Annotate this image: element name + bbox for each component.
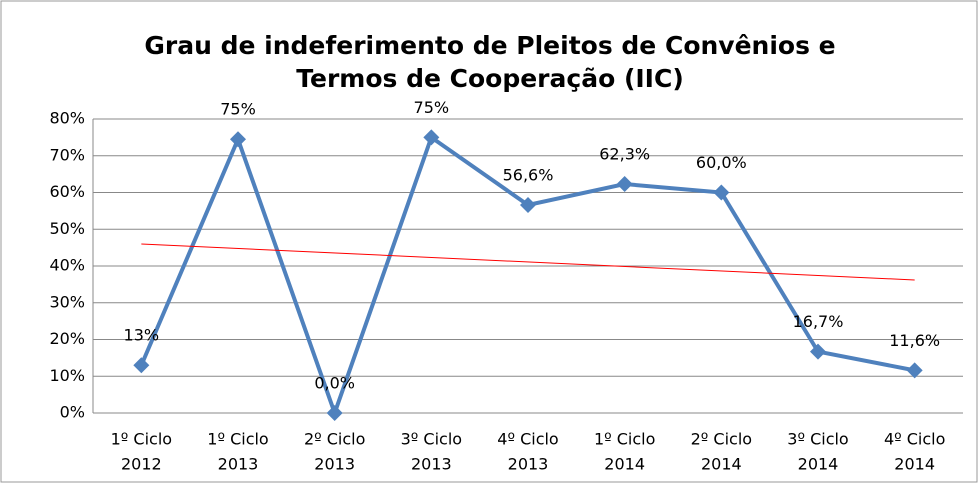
data-label: 62,3%: [599, 145, 650, 164]
data-label: 16,7%: [793, 312, 844, 331]
x-tick-label: 2014: [894, 455, 935, 474]
y-tick-label: 20%: [49, 329, 85, 348]
data-label: 60,0%: [696, 153, 747, 172]
data-label: 11,6%: [889, 331, 940, 350]
x-tick-label: 2014: [701, 455, 742, 474]
y-tick-label: 50%: [49, 219, 85, 238]
x-tick-label: 2º Ciclo: [304, 430, 365, 449]
data-point: [810, 343, 826, 360]
x-tick-label: 3º Ciclo: [787, 430, 848, 449]
x-tick-label: 2º Ciclo: [691, 430, 752, 449]
y-tick-label: 10%: [49, 366, 85, 385]
x-tick-label: 2012: [121, 455, 162, 474]
data-point: [906, 362, 923, 379]
data-point: [423, 129, 440, 146]
data-point: [133, 357, 150, 374]
x-tick-label: 1º Ciclo: [111, 430, 172, 449]
data-label: 75%: [414, 98, 450, 117]
x-tick-label: 2013: [314, 455, 355, 474]
x-tick-label: 2014: [798, 455, 839, 474]
data-label: 13%: [124, 326, 160, 345]
data-label: 0,0%: [314, 374, 355, 393]
y-tick-label: 70%: [49, 145, 85, 164]
x-tick-label: 2014: [604, 455, 645, 474]
x-tick-label: 1º Ciclo: [594, 430, 655, 449]
data-point: [230, 131, 246, 148]
y-tick-label: 30%: [49, 292, 85, 311]
chart-title: Termos de Cooperação (IIC): [296, 64, 684, 93]
x-tick-label: 3º Ciclo: [401, 430, 462, 449]
trendline: [141, 243, 915, 281]
data-label: 75%: [220, 100, 256, 119]
x-tick-label: 2013: [508, 455, 549, 474]
y-tick-label: 40%: [49, 256, 85, 275]
data-point: [616, 176, 633, 193]
x-tick-label: 2013: [218, 455, 259, 474]
data-point: [326, 405, 343, 421]
y-tick-label: 60%: [49, 182, 85, 201]
chart-title: Grau de indeferimento de Pleitos de Conv…: [144, 31, 835, 60]
x-tick-label: 4º Ciclo: [497, 430, 558, 449]
x-tick-label: 1º Ciclo: [207, 430, 268, 449]
y-tick-label: 0%: [60, 403, 85, 422]
x-tick-label: 4º Ciclo: [884, 430, 945, 449]
data-point: [520, 196, 536, 213]
x-tick-label: 2013: [411, 455, 452, 474]
data-label: 56,6%: [503, 165, 554, 184]
data-point: [713, 184, 730, 201]
y-tick-label: 80%: [49, 109, 85, 128]
